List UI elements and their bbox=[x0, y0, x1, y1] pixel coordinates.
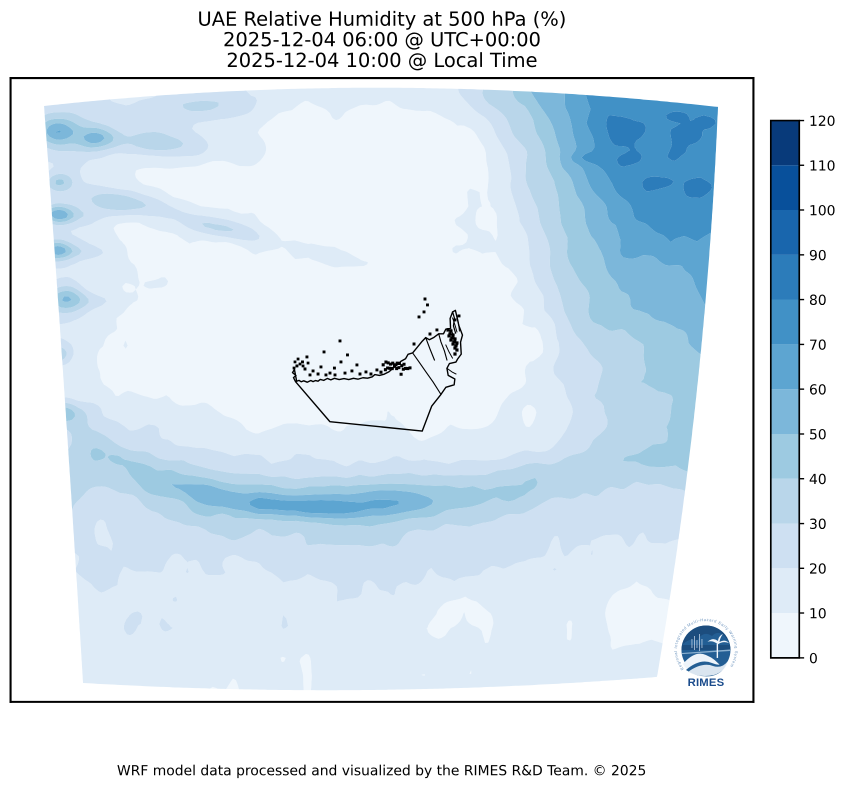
svg-text:RIMES: RIMES bbox=[688, 677, 725, 689]
